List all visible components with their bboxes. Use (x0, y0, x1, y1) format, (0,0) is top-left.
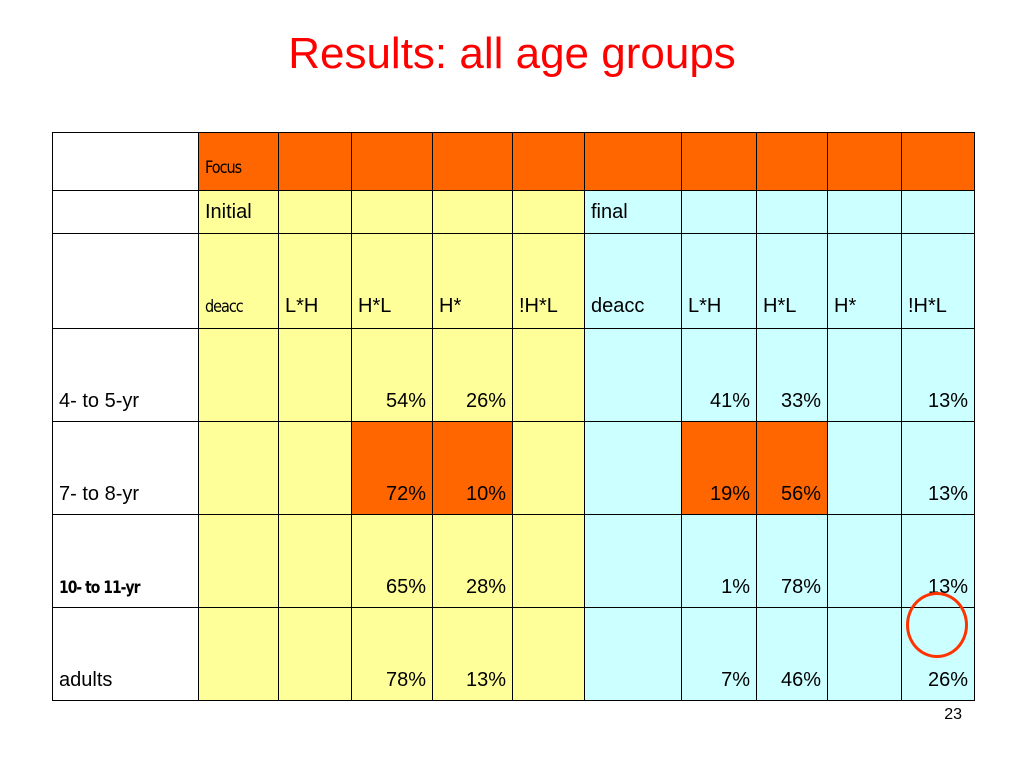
table-cell (198, 421, 279, 515)
column-header: H* (827, 233, 902, 329)
table-cell: 78% (351, 607, 433, 701)
initial-label: Initial (198, 190, 279, 234)
column-header: L*H (681, 233, 757, 329)
table-cell (827, 328, 902, 422)
focus-cell (681, 132, 757, 191)
column-header: H*L (756, 233, 828, 329)
column-header: H*L (351, 233, 433, 329)
table-cell (278, 328, 352, 422)
table-cell (512, 328, 585, 422)
focus-cell (278, 132, 352, 191)
table-cell (584, 328, 682, 422)
focus-cell (512, 132, 585, 191)
table-cell: 54% (351, 328, 433, 422)
table-cell (278, 514, 352, 608)
final-label: final (584, 190, 682, 234)
focus-cell (827, 132, 902, 191)
table-cell: 46% (756, 607, 828, 701)
table-cell: 13% (901, 328, 975, 422)
table-cell: 26% (432, 328, 513, 422)
empty-cell (52, 233, 199, 329)
corner-cell (52, 132, 199, 191)
column-header-row: deacc L*H H*L H* !H*L deacc L*H H*L H* !… (52, 233, 975, 329)
column-header: !H*L (901, 233, 975, 329)
table-cell (584, 421, 682, 515)
initial-cell (432, 190, 513, 234)
table-cell (198, 328, 279, 422)
final-cell (681, 190, 757, 234)
table-cell (512, 421, 585, 515)
column-header: deacc (584, 233, 682, 329)
final-cell (827, 190, 902, 234)
focus-cell (756, 132, 828, 191)
row-label: adults (52, 607, 199, 701)
focus-cell (584, 132, 682, 191)
row-label: 10- to 11-yr (59, 578, 140, 598)
table-cell (278, 421, 352, 515)
highlighted-cell: 10% (432, 421, 513, 515)
table-cell (512, 607, 585, 701)
initial-cell (351, 190, 433, 234)
slide-title: Results: all age groups (288, 29, 736, 78)
table-cell: 13% (432, 607, 513, 701)
phase-row: Initial final (52, 190, 975, 234)
focus-cell (901, 132, 975, 191)
table-cell (512, 514, 585, 608)
highlighted-cell: 19% (681, 421, 757, 515)
highlighted-cell: 72% (351, 421, 433, 515)
page-number: 23 (944, 706, 962, 723)
row-label: 7- to 8-yr (52, 421, 199, 515)
table-cell (827, 514, 902, 608)
table-cell: 7% (681, 607, 757, 701)
table-row: 10- to 11-yr 65% 28% 1% 78% 13% (52, 514, 975, 608)
table-cell: 78% (756, 514, 828, 608)
table-row: 7- to 8-yr 72% 10% 19% 56% 13% (52, 421, 975, 515)
focus-cell (351, 132, 433, 191)
table-cell (198, 514, 279, 608)
focus-row: Focus (52, 132, 975, 191)
final-cell (901, 190, 975, 234)
initial-cell (512, 190, 585, 234)
row-label: 4- to 5-yr (52, 328, 199, 422)
highlight-circle (906, 592, 968, 658)
column-header: L*H (278, 233, 352, 329)
table-cell (827, 607, 902, 701)
table-cell (584, 514, 682, 608)
table-cell: 28% (432, 514, 513, 608)
table-row: adults 78% 13% 7% 46% 26% (52, 607, 975, 701)
table-cell: 41% (681, 328, 757, 422)
row-label-cell: 10- to 11-yr (52, 514, 199, 608)
table-cell (278, 607, 352, 701)
table-cell: 33% (756, 328, 828, 422)
column-header-text: deacc (205, 297, 244, 317)
focus-label-cell: Focus (198, 132, 279, 191)
table-cell: 1% (681, 514, 757, 608)
table-cell: 65% (351, 514, 433, 608)
focus-label: Focus (205, 158, 242, 178)
column-header: H* (432, 233, 513, 329)
table-row: 4- to 5-yr 54% 26% 41% 33% 13% (52, 328, 975, 422)
table-cell (198, 607, 279, 701)
column-header: deacc (198, 233, 279, 329)
highlighted-cell: 56% (756, 421, 828, 515)
table-cell (584, 607, 682, 701)
final-cell (756, 190, 828, 234)
table-cell: 13% (901, 421, 975, 515)
focus-cell (432, 132, 513, 191)
initial-cell (278, 190, 352, 234)
empty-cell (52, 190, 199, 234)
results-table: Focus Initial final deacc L*H H*L H* !H*… (52, 132, 975, 701)
column-header: !H*L (512, 233, 585, 329)
table-cell (827, 421, 902, 515)
